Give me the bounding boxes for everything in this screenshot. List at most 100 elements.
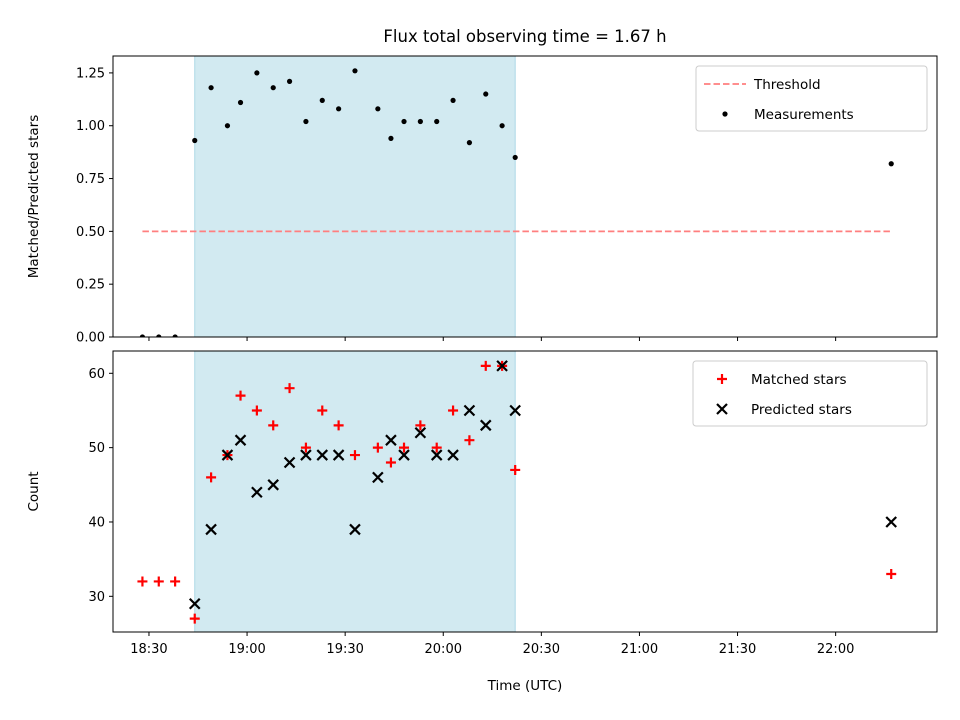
data-point (284, 383, 295, 394)
data-point (153, 576, 164, 587)
data-point (464, 435, 475, 446)
data-point (447, 449, 459, 461)
bottom-panel: 30 40 50 60 18:30 19:00 19:30 20:00 20:30 21:00 21… (26, 350, 938, 657)
observing-window-span (194, 55, 516, 338)
data-point (450, 97, 456, 103)
legend-swatch (716, 403, 728, 415)
y-axis-label: Matched/Predicted stars (26, 115, 42, 278)
y-tick-label: 0.00 (76, 331, 105, 346)
y-tick-label: 0.50 (76, 225, 105, 240)
data-point (372, 442, 383, 453)
data-point (375, 106, 381, 112)
data-point (509, 404, 521, 417)
data-point (300, 442, 311, 453)
data-point (888, 161, 894, 167)
data-point (237, 99, 244, 106)
data-point (372, 471, 384, 484)
data-point (224, 123, 231, 129)
legend: Matched stars Predicted stars (692, 360, 928, 427)
data-point (300, 449, 312, 461)
data-point (349, 450, 360, 461)
data-point (189, 613, 200, 624)
data-point (234, 434, 247, 446)
x-tick-label: 19:00 (228, 642, 265, 657)
data-point (886, 569, 897, 580)
x-tick-label: 19:30 (326, 642, 363, 657)
axes-frame (112, 55, 938, 338)
y-axis-label: Count (26, 471, 42, 511)
data-point (192, 137, 198, 144)
data-point (479, 419, 492, 432)
data-point (401, 118, 407, 125)
data-point (430, 449, 443, 461)
data-point (434, 118, 440, 125)
series-matched-stars (137, 360, 897, 624)
data-point (283, 456, 296, 469)
data-point (221, 449, 234, 461)
data-point (333, 420, 344, 431)
data-point (349, 523, 361, 536)
legend-swatch (717, 374, 727, 384)
data-point (448, 405, 459, 416)
x-tick-label: 21:00 (621, 642, 658, 657)
legend-label: Matched stars (751, 372, 847, 388)
plot-area (137, 360, 897, 624)
chart-title: Flux total observing time = 1.67 h (383, 27, 666, 46)
data-point (139, 334, 146, 337)
y-tick-label: 60 (88, 367, 105, 382)
data-point (235, 390, 246, 401)
x-tick-label: 21:30 (719, 642, 756, 657)
data-point (286, 78, 293, 84)
data-point (208, 85, 214, 91)
x-tick-label: 18:30 (130, 642, 167, 657)
legend-label: Predicted stars (751, 402, 852, 418)
data-point (499, 123, 505, 129)
data-point (463, 404, 476, 417)
data-point (156, 334, 162, 337)
y-tick-label: 1.25 (76, 66, 105, 81)
data-point (316, 449, 329, 461)
x-tick-label: 20:30 (523, 642, 560, 657)
x-axis-label: Time (UTC) (487, 678, 563, 694)
data-point (170, 576, 181, 587)
data-point (466, 140, 473, 146)
data-point (885, 516, 897, 528)
series-predicted-stars (188, 360, 897, 610)
data-point (480, 360, 491, 371)
data-point (385, 434, 397, 446)
data-point (303, 118, 309, 125)
top-panel: 0.00 0.25 0.50 0.75 1.00 1.25 Matched/Predicte… (26, 55, 938, 346)
data-point (188, 597, 201, 610)
data-point (317, 405, 328, 416)
data-point (172, 334, 178, 337)
data-point (415, 420, 426, 431)
axes-frame (112, 350, 938, 633)
data-point (512, 154, 518, 161)
legend-box (692, 360, 928, 427)
legend-label: Threshold (753, 77, 821, 93)
y-tick-label: 30 (88, 590, 105, 605)
data-point (385, 457, 396, 468)
data-point (251, 486, 263, 499)
plot-area (139, 68, 894, 337)
data-point (205, 523, 217, 536)
legend-box (695, 65, 928, 132)
legend-swatch (722, 111, 728, 117)
data-point (336, 106, 342, 112)
x-tick-label: 20:00 (425, 642, 462, 657)
data-point (398, 449, 410, 461)
data-point (332, 449, 345, 461)
data-point (388, 135, 394, 141)
legend: Threshold Measurements (695, 65, 928, 132)
data-point (251, 405, 262, 416)
x-tick-label: 22:00 (817, 642, 854, 657)
y-tick-label: 0.25 (76, 278, 105, 293)
data-point (268, 420, 279, 431)
data-point (414, 426, 427, 439)
data-point (399, 442, 410, 453)
data-point (510, 464, 521, 475)
data-point (352, 68, 358, 74)
series-measurements (139, 68, 894, 337)
data-point (319, 97, 325, 103)
data-point (417, 118, 423, 125)
